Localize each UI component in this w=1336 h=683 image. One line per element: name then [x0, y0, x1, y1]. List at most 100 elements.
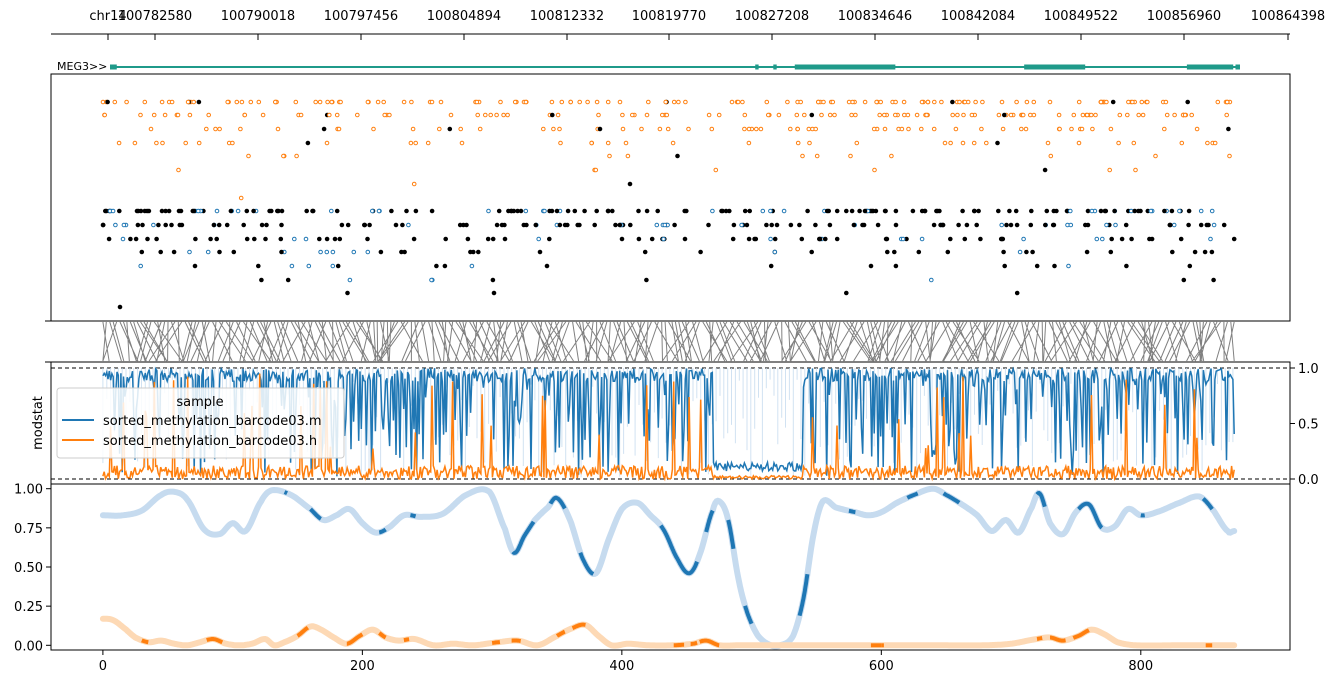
- read-mark: [1187, 263, 1193, 269]
- read-mark: [1117, 112, 1123, 118]
- read-mark: [213, 126, 218, 132]
- read-mark: [816, 99, 821, 105]
- smooth-series-dark: [346, 632, 364, 646]
- smooth-y-tick-label: 0.25: [14, 600, 43, 615]
- read-mark: [1048, 153, 1054, 159]
- gene-exon: [794, 64, 896, 70]
- read-mark: [474, 99, 480, 105]
- read-mark: [797, 222, 802, 228]
- read-mark: [1019, 126, 1024, 132]
- read-mark: [713, 167, 719, 173]
- read-mark: [848, 153, 853, 159]
- read-mark: [807, 140, 812, 146]
- read-mark: [882, 126, 888, 132]
- read-mark: [919, 236, 925, 242]
- read-mark: [655, 208, 661, 214]
- read-mark: [278, 236, 284, 242]
- smooth-y-tick-label: 1.00: [14, 483, 43, 498]
- read-mark: [336, 126, 342, 132]
- read-mark: [984, 140, 989, 146]
- read-mark: [468, 249, 473, 255]
- legend-box: [56, 387, 345, 459]
- read-mark: [939, 99, 944, 105]
- modstat-y-tick-label: 0.5: [1298, 418, 1319, 433]
- read-mark: [159, 99, 165, 105]
- read-mark: [960, 208, 965, 214]
- read-mark: [868, 263, 874, 269]
- read-mark: [919, 99, 925, 105]
- read-mark: [505, 112, 510, 118]
- read-mark: [901, 99, 907, 105]
- smooth-series-dark: [571, 622, 586, 630]
- read-mark: [187, 249, 192, 255]
- read-mark: [861, 222, 867, 228]
- smooth-series-dark: [1035, 490, 1047, 508]
- read-mark: [1030, 249, 1035, 255]
- read-mark: [1198, 208, 1204, 214]
- legend-entry: sorted_methylation_barcode03.h: [103, 434, 317, 449]
- read-mark: [999, 236, 1005, 242]
- read-mark: [805, 208, 810, 214]
- read-mark: [551, 126, 556, 132]
- read-mark: [1177, 208, 1182, 214]
- read-mark: [663, 99, 669, 105]
- read-mark: [163, 222, 168, 228]
- read-mark: [502, 236, 508, 242]
- read-mark: [382, 112, 388, 118]
- read-mark: [523, 208, 529, 214]
- read-mark: [594, 208, 600, 214]
- read-mark: [795, 126, 801, 132]
- genomic-tick-label: 100790018: [221, 9, 295, 24]
- read-mark: [768, 208, 773, 214]
- read-mark: [957, 99, 962, 105]
- read-mark: [334, 208, 340, 214]
- read-mark: [1198, 222, 1204, 228]
- read-mark: [411, 181, 417, 187]
- read-mark: [844, 290, 849, 296]
- smooth-series-dark: [659, 524, 699, 576]
- legend-entry: sorted_methylation_barcode03.m: [103, 414, 322, 429]
- read-mark: [827, 112, 833, 118]
- read-mark: [672, 222, 677, 228]
- read-mark: [410, 126, 416, 132]
- read-mark: [1131, 140, 1137, 146]
- modstat-ylabel: modstat: [31, 396, 46, 450]
- read-mark: [768, 236, 773, 242]
- read-mark: [241, 222, 246, 228]
- smooth-series-dark: [848, 508, 856, 515]
- read-mark: [238, 195, 244, 201]
- read-mark: [929, 277, 934, 283]
- read-mark: [772, 249, 778, 255]
- read-mark: [171, 249, 177, 255]
- smooth-series-dark: [491, 640, 501, 645]
- read-mark: [999, 99, 1005, 105]
- smooth-x-tick-label: 200: [350, 659, 375, 674]
- read-mark: [337, 236, 343, 242]
- read-mark: [498, 99, 503, 105]
- read-mark: [1148, 208, 1154, 214]
- read-mark: [739, 222, 744, 228]
- genomic-tick-label: 100819770: [632, 9, 706, 24]
- read-mark: [639, 126, 644, 132]
- modstat-y-tick-label: 1.0: [1298, 362, 1319, 377]
- read-mark: [853, 112, 858, 118]
- read-mark: [800, 153, 805, 159]
- read-mark: [1008, 222, 1014, 228]
- read-mark: [116, 140, 122, 146]
- read-mark: [819, 112, 824, 118]
- read-mark: [555, 112, 561, 118]
- read-mark: [979, 126, 984, 132]
- read-mark: [1113, 222, 1118, 228]
- read-mark: [660, 112, 665, 118]
- read-mark: [217, 126, 222, 132]
- read-mark: [1178, 236, 1184, 242]
- read-mark: [313, 99, 319, 105]
- read-mark: [706, 112, 712, 118]
- read-mark: [491, 290, 497, 296]
- read-mark: [883, 236, 889, 242]
- read-mark: [1186, 208, 1192, 214]
- read-mark: [950, 99, 955, 105]
- read-mark: [961, 112, 966, 118]
- read-mark: [238, 126, 243, 132]
- read-mark: [851, 222, 857, 228]
